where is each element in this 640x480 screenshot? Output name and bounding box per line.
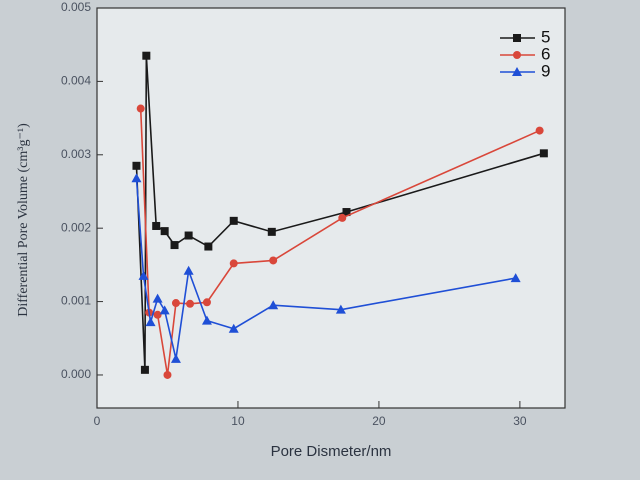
marker [160,227,169,236]
marker [228,323,239,333]
marker [338,213,347,222]
marker [142,51,151,60]
marker [132,161,141,170]
marker [170,241,179,250]
marker [152,221,161,230]
marker [159,305,170,315]
marker [153,310,162,319]
marker [136,104,145,113]
marker [145,317,156,327]
marker [510,273,521,283]
x-axis-label: Pore Dismeter/nm [271,443,392,460]
legend-label: 5 [541,27,550,46]
marker [140,365,149,374]
legend-marker [512,67,522,76]
y-tick-label: 0.003 [61,147,91,161]
y-tick-label: 0.001 [61,294,91,308]
marker [268,300,279,310]
x-tick-label: 20 [372,414,386,428]
marker [171,299,180,308]
series-line [135,178,516,360]
x-tick-label: 0 [94,414,101,428]
legend-marker [513,51,521,59]
marker [170,353,181,363]
marker [131,173,142,183]
marker [229,259,238,268]
marker [204,242,213,251]
marker [535,126,544,135]
marker [335,304,346,314]
x-tick-label: 10 [231,414,245,428]
marker [267,227,276,236]
marker [138,270,149,280]
legend-label: 6 [541,44,550,63]
marker [539,149,548,158]
marker [342,208,351,217]
y-tick-label: 0.000 [61,367,91,381]
y-tick-label: 0.005 [61,0,91,14]
plot-area [96,7,566,409]
y-tick-label: 0.002 [61,220,91,234]
marker [186,299,195,308]
legend-label: 9 [541,61,550,80]
x-tick-label: 30 [513,414,527,428]
y-tick-label: 0.004 [61,74,91,88]
y-axis-label: Differential Pore Volume (cm³g⁻¹) [16,123,31,317]
marker [201,315,212,325]
marker [229,216,238,225]
marker [202,298,211,307]
marker [152,293,163,303]
legend-marker [513,34,521,42]
marker [184,231,193,240]
marker [183,265,194,275]
marker [163,370,172,379]
series-line [135,55,545,370]
marker [269,256,278,265]
